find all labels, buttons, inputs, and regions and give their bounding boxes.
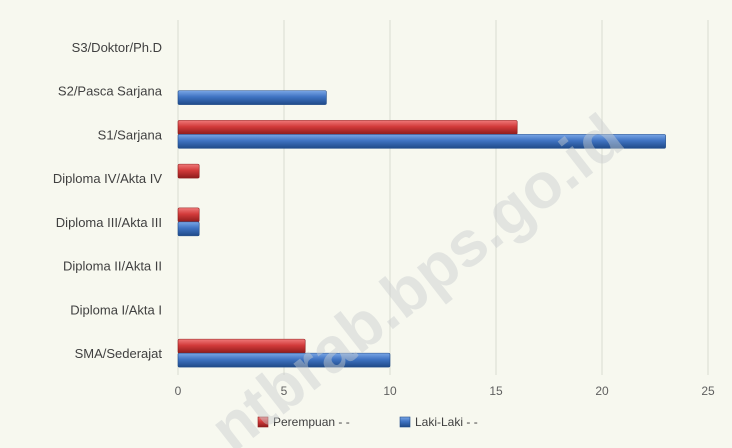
legend-perempuan-label: Perempuan - - bbox=[273, 415, 350, 429]
category-labels: S3/Doktor/Ph.D S2/Pasca Sarjana S1/Sarjana… bbox=[53, 40, 163, 361]
x-tick-label: 10 bbox=[383, 384, 397, 398]
category-label: Diploma II/Akta II bbox=[63, 259, 162, 274]
bar-perempuan bbox=[177, 163, 200, 179]
category-label: S3/Doktor/Ph.D bbox=[72, 40, 162, 55]
bar-laki-laki bbox=[177, 90, 327, 105]
x-tick-label: 15 bbox=[489, 384, 503, 398]
x-tick-label: 5 bbox=[281, 384, 288, 398]
category-label: S2/Pasca Sarjana bbox=[58, 84, 163, 99]
x-tick-label: 20 bbox=[595, 384, 609, 398]
bar-perempuan bbox=[177, 120, 518, 135]
category-label: Diploma III/Akta III bbox=[56, 215, 162, 230]
gridlines bbox=[177, 20, 709, 375]
x-tick-label: 25 bbox=[701, 384, 715, 398]
bar-perempuan bbox=[177, 207, 200, 223]
watermark-text: ntbrab.bps.go.id bbox=[197, 100, 636, 448]
bar-laki-laki bbox=[177, 134, 666, 149]
legend: Perempuan - - Laki-Laki - - bbox=[257, 415, 478, 429]
category-label: Diploma I/Akta I bbox=[70, 302, 162, 317]
legend-perempuan-swatch bbox=[257, 416, 269, 428]
bar-laki-laki bbox=[177, 221, 200, 237]
x-tick-labels: 0 5 10 15 20 25 bbox=[175, 384, 715, 398]
legend-laki-laki-label: Laki-Laki - - bbox=[415, 415, 478, 429]
category-label: S1/Sarjana bbox=[98, 127, 163, 142]
legend-laki-laki-swatch bbox=[399, 416, 411, 428]
category-label: SMA/Sederajat bbox=[75, 346, 163, 361]
category-label: Diploma IV/Akta IV bbox=[53, 171, 162, 186]
bars bbox=[177, 90, 666, 368]
x-tick-label: 0 bbox=[175, 384, 182, 398]
bar-laki-laki bbox=[177, 352, 391, 368]
